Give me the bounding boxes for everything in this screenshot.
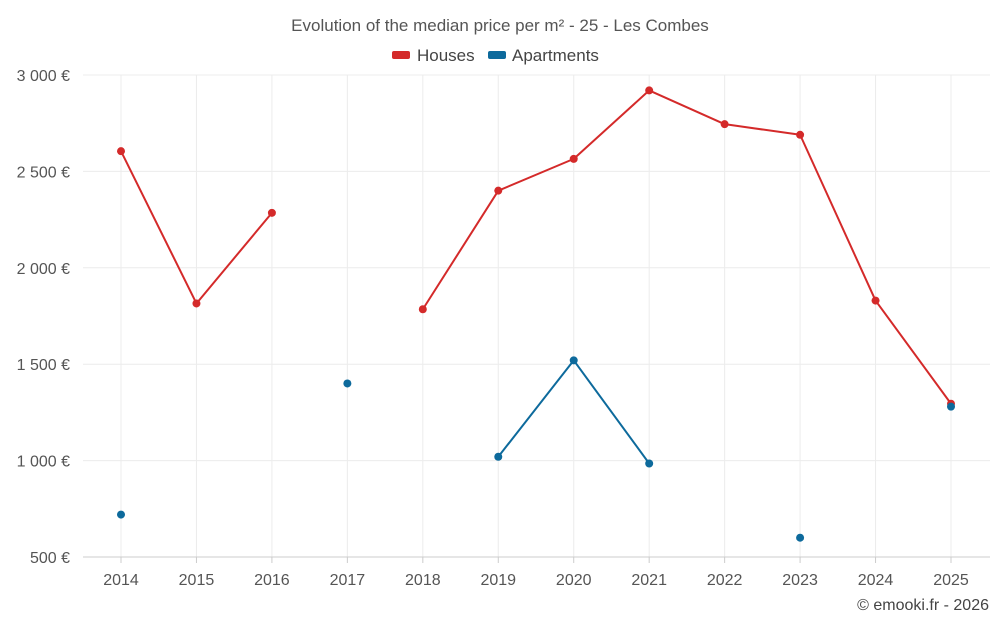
x-tick-label: 2014 (103, 572, 139, 589)
x-tick-label: 2023 (782, 572, 818, 589)
y-tick-label: 2 000 € (17, 261, 70, 278)
series-segment-houses (497, 157, 575, 192)
series-segment-apartments (497, 359, 575, 458)
point-apartments-2020[interactable] (569, 356, 578, 365)
point-houses-2020[interactable] (569, 154, 578, 163)
x-tick-label: 2017 (330, 572, 366, 589)
point-houses-2014[interactable] (117, 147, 125, 156)
grid (83, 74, 990, 558)
x-tick-label: 2018 (405, 572, 441, 589)
x-tick-label: 2015 (179, 572, 215, 589)
y-tick-label: 3 000 € (17, 68, 70, 85)
series-segment-houses (648, 89, 726, 126)
point-houses-2023[interactable] (796, 130, 805, 139)
y-tick-label: 1 000 € (17, 454, 70, 471)
point-houses-2021[interactable] (645, 86, 654, 95)
x-tick-label: 2020 (556, 572, 592, 589)
y-tick-label: 1 500 € (17, 357, 70, 374)
x-tick-label: 2016 (254, 572, 290, 589)
series-segment-houses (195, 211, 273, 305)
point-apartments-2014[interactable] (117, 510, 125, 519)
y-tick-label: 2 500 € (17, 164, 70, 181)
point-houses-2019[interactable] (494, 186, 503, 195)
point-houses-2016[interactable] (267, 208, 276, 217)
series-segment-houses (572, 89, 651, 160)
series-houses (117, 86, 955, 408)
chart-title: Evolution of the median price per m² - 2… (291, 16, 709, 35)
point-apartments-2019[interactable] (494, 452, 503, 461)
series-segment-houses (874, 299, 952, 405)
x-tick-label: 2025 (933, 572, 969, 589)
x-tick-label: 2024 (858, 572, 894, 589)
axes: 500 € 1 000 € 1 500 € 2 000 € 2 500 € 3 000 €… (17, 68, 990, 589)
point-houses-2024[interactable] (871, 296, 880, 305)
series-apartments (117, 356, 955, 542)
x-tick-label: 2021 (631, 572, 667, 589)
point-apartments-2023[interactable] (796, 533, 805, 542)
point-houses-2022[interactable] (720, 120, 729, 129)
point-apartments-2017[interactable] (343, 379, 352, 388)
series-segment-houses (723, 123, 802, 136)
legend-swatch-apartments (488, 51, 506, 59)
legend[interactable]: Houses Apartments (392, 46, 599, 65)
point-houses-2015[interactable] (192, 299, 201, 308)
series-segment-houses (799, 133, 877, 302)
series (117, 86, 955, 542)
y-tick-label: 500 € (30, 550, 70, 567)
point-houses-2018[interactable] (418, 305, 427, 314)
series-segment-houses (421, 189, 500, 311)
credit: © emooki.fr - 2026 (857, 597, 989, 614)
x-tick-label: 2019 (480, 572, 516, 589)
legend-swatch-houses (392, 51, 410, 59)
series-segment-apartments (572, 359, 651, 465)
x-tick-label: 2022 (707, 572, 743, 589)
legend-label-apartments[interactable]: Apartments (512, 46, 599, 65)
legend-label-houses[interactable]: Houses (417, 46, 475, 65)
series-segment-houses (120, 150, 198, 305)
point-apartments-2025[interactable] (947, 402, 955, 411)
point-apartments-2021[interactable] (645, 459, 654, 468)
